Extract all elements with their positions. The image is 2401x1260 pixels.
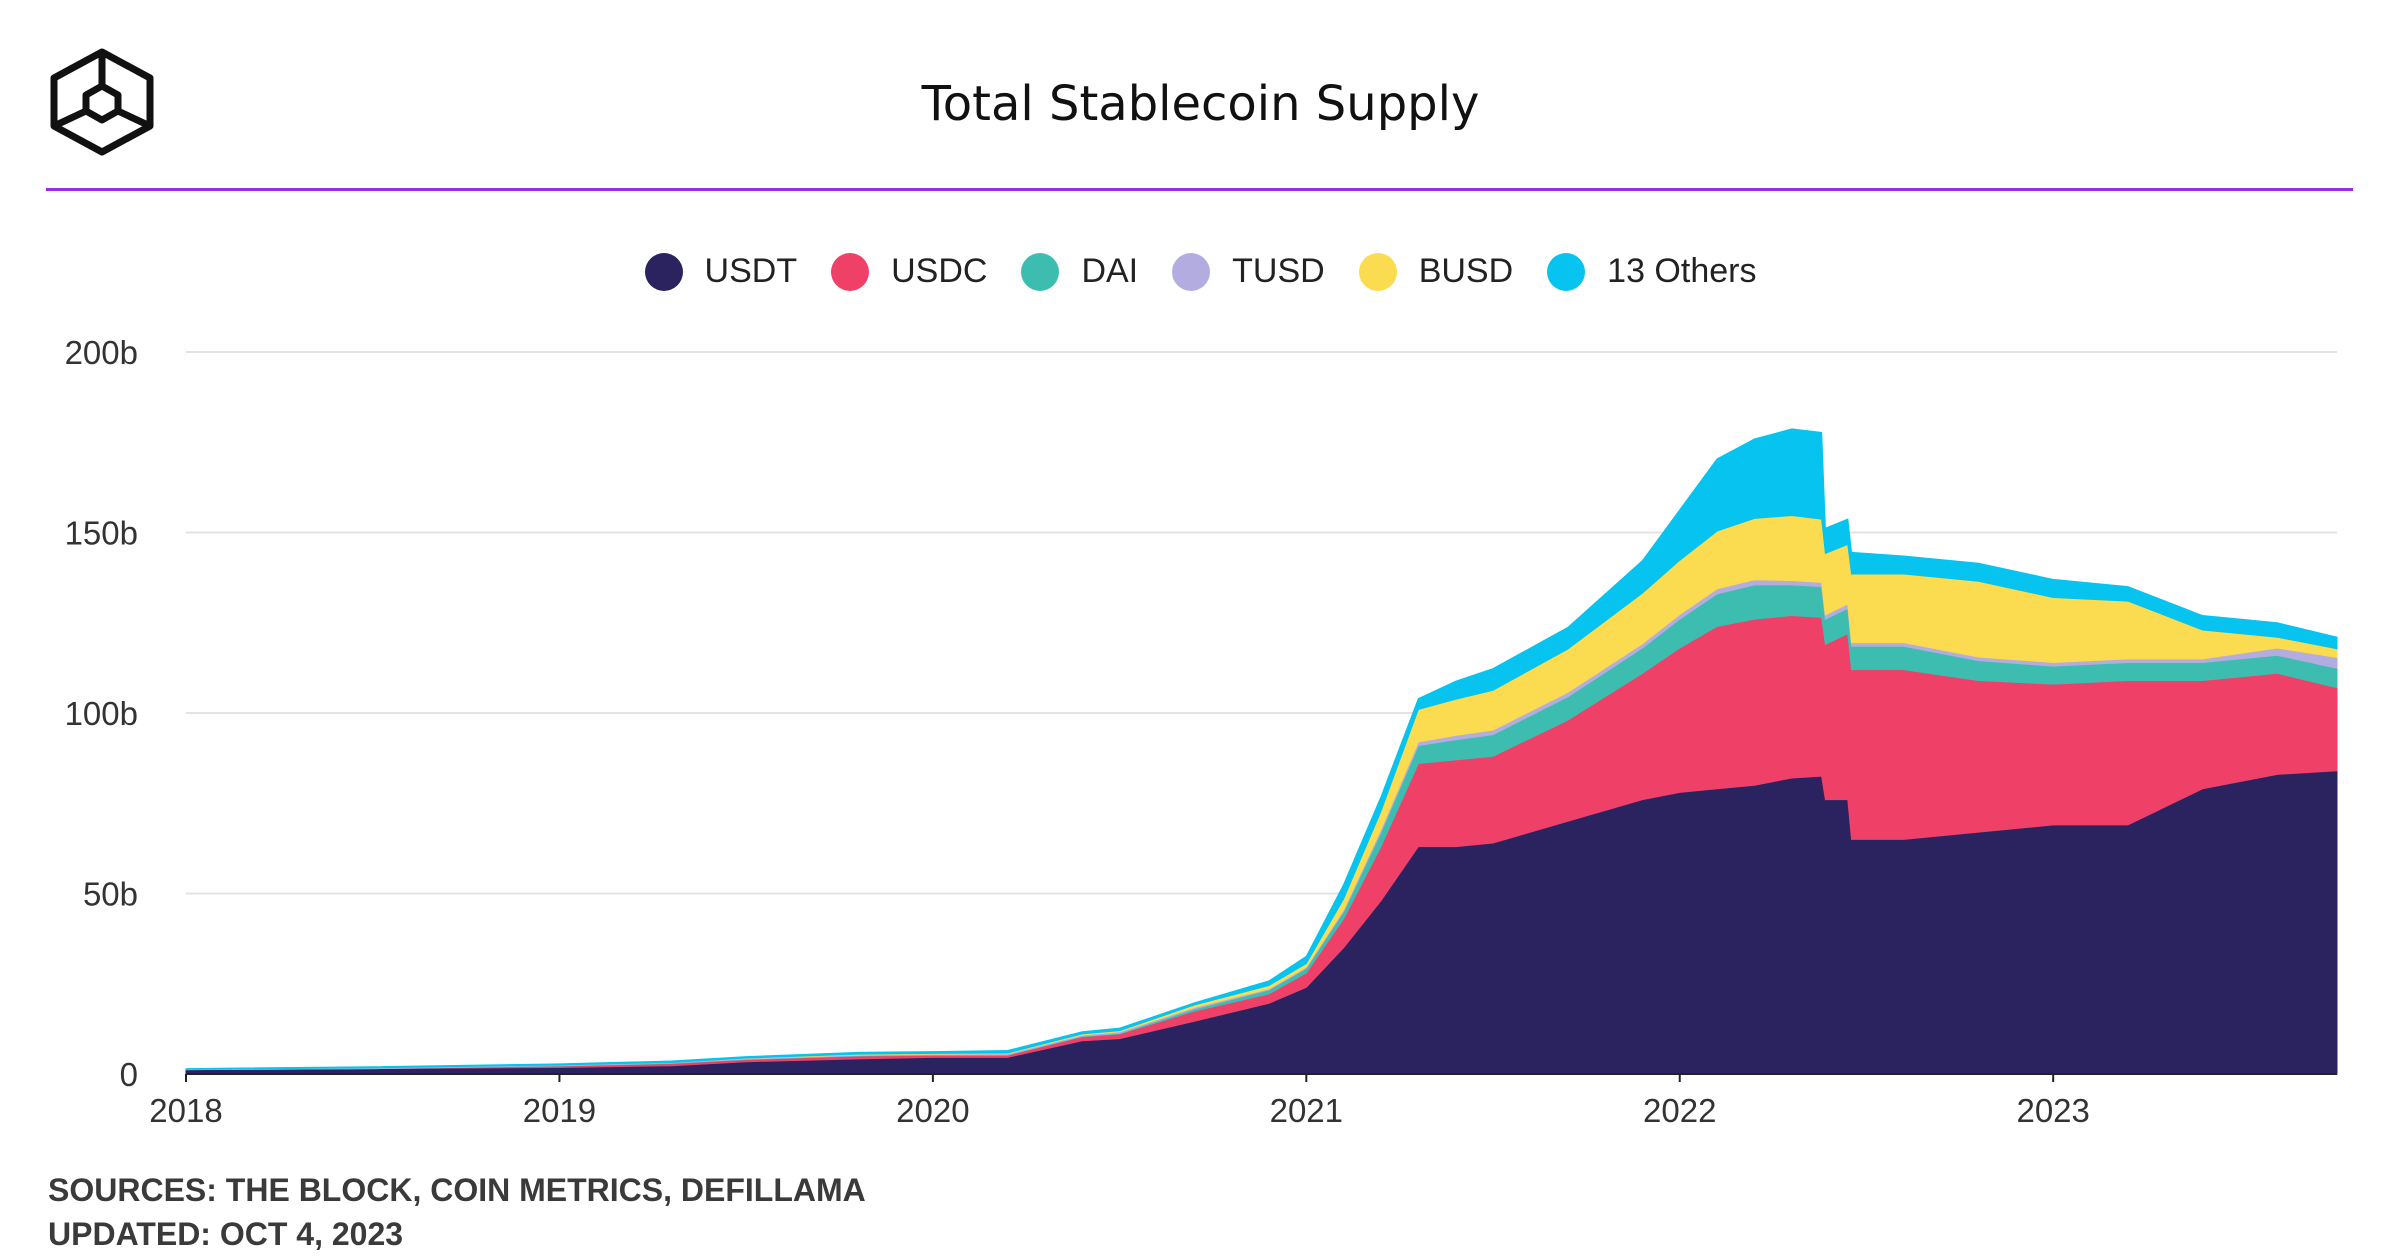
legend-item-usdt[interactable]: USDT — [644, 252, 798, 291]
x-tick-label: 2022 — [1643, 1092, 1716, 1129]
legend-swatch — [1172, 252, 1211, 291]
y-tick-label: 200b — [65, 334, 138, 371]
x-tick-label: 2020 — [896, 1092, 969, 1129]
legend-label: USDT — [704, 252, 798, 290]
legend-item-dai[interactable]: DAI — [1021, 252, 1138, 291]
legend-label: DAI — [1081, 252, 1139, 290]
legend-swatch — [1547, 252, 1586, 291]
legend-label: BUSD — [1418, 252, 1514, 290]
chart-title: Total Stablecoin Supply — [921, 76, 1480, 132]
series-area-13-others — [185, 428, 2338, 1070]
legend-item-13-others[interactable]: 13 Others — [1547, 252, 1756, 291]
updated-note: UPDATED: OCT 4, 2023 — [48, 1216, 404, 1252]
x-tick-label: 2023 — [2016, 1092, 2089, 1129]
legend-swatch — [831, 252, 870, 291]
chart-footer: SOURCES: THE BLOCK, COIN METRICS, DEFILL… — [48, 1168, 866, 1256]
legend-item-busd[interactable]: BUSD — [1358, 252, 1514, 291]
the-block-logo-icon — [50, 48, 154, 156]
legend-label: 13 Others — [1607, 252, 1757, 290]
chart-legend: USDT USDC DAI TUSD BUSD 13 Others — [0, 252, 2401, 291]
y-tick-label: 50b — [83, 876, 138, 913]
y-tick-label: 100b — [65, 695, 138, 732]
y-tick-label: 150b — [65, 515, 138, 552]
legend-label: TUSD — [1232, 252, 1325, 290]
sources-note: SOURCES: THE BLOCK, COIN METRICS, DEFILL… — [48, 1172, 866, 1208]
chart-header: Total Stablecoin Supply — [0, 0, 2401, 191]
title-divider — [46, 188, 2353, 191]
x-tick-label: 2019 — [523, 1092, 596, 1129]
x-tick-label: 2018 — [149, 1092, 222, 1129]
x-tick-label: 2021 — [1270, 1092, 1343, 1129]
legend-item-tusd[interactable]: TUSD — [1172, 252, 1325, 291]
legend-swatch — [1021, 252, 1060, 291]
y-tick-label: 0 — [120, 1056, 138, 1093]
legend-item-usdc[interactable]: USDC — [831, 252, 987, 291]
stacked-area-chart: 0 50b 100b 150b 200b 2018 2019 2020 2021 2022 2023 — [65, 334, 2338, 1129]
legend-label: USDC — [891, 252, 988, 290]
legend-swatch — [644, 252, 683, 291]
legend-swatch — [1358, 252, 1397, 291]
